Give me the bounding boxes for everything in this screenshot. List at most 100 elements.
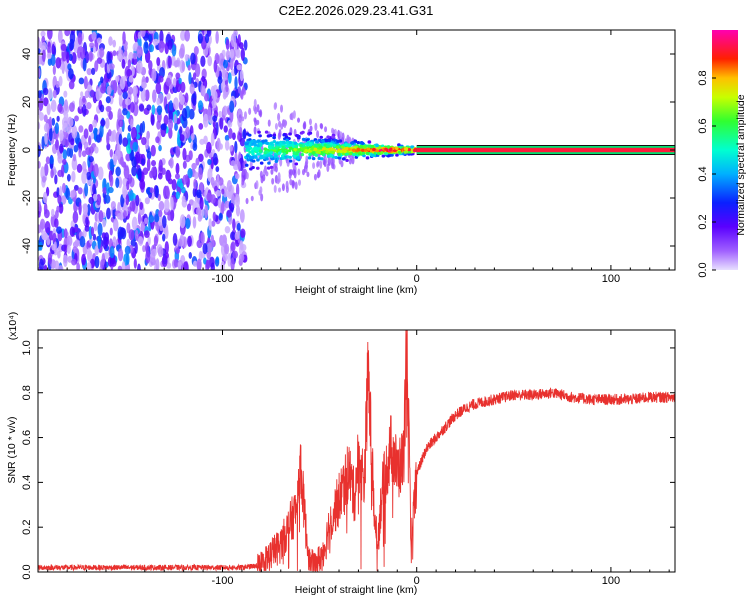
spectrogram-cell — [96, 57, 103, 64]
snr-ytick-label: 0.6 — [21, 430, 33, 445]
colorbar-axes: 0.0 0.2 0.4 0.6 0.8 — [697, 70, 716, 278]
spectrogram-cell — [84, 183, 89, 197]
spectrogram-cell — [159, 224, 164, 232]
spectrogram-cell — [81, 150, 87, 157]
spectrogram-cell — [240, 47, 245, 61]
spectrogram-cell — [210, 262, 215, 270]
spectrogram-cell — [265, 141, 269, 145]
spectrogram-cell — [253, 98, 257, 108]
spectrogram-cell — [90, 226, 95, 237]
spectrogram-cell — [38, 258, 44, 270]
spectrogram-cell — [146, 104, 152, 111]
spectrogram-cell — [127, 59, 132, 68]
spectrogram-cell — [87, 247, 92, 260]
spectrogram-cell — [330, 147, 335, 151]
spectrogram-cell — [293, 141, 298, 145]
spectrogram-cell — [177, 260, 182, 270]
spectrogram-cell — [167, 178, 173, 185]
spectrogram-cell — [110, 80, 116, 91]
spectrogram-cell — [351, 148, 356, 152]
spectrogram-cell — [118, 133, 123, 145]
spectrogram-cell — [147, 34, 153, 42]
spectrogram-cell — [265, 157, 269, 161]
spectrogram-cell — [112, 39, 117, 48]
spectrogram-cell — [52, 64, 56, 76]
spectrogram-cell — [117, 108, 122, 122]
spectrogram-cell — [297, 136, 301, 140]
spectrogram-cell — [219, 117, 224, 130]
spectrogram-cell — [244, 163, 249, 167]
spectrogram-cell — [72, 211, 79, 224]
spectrogram-cell — [301, 169, 305, 176]
spectrogram-cell — [306, 171, 310, 178]
spectrogram-cell — [68, 68, 74, 80]
spectrogram-cell — [94, 245, 100, 256]
spectrogram-cell — [322, 158, 326, 166]
spectrogram-cell — [281, 149, 286, 153]
spectrogram-cell — [118, 94, 123, 104]
spectrogram-cell — [92, 193, 98, 202]
spectrogram-cell — [74, 115, 79, 122]
spectrogram-cell — [104, 194, 111, 204]
spectrogram-cell — [308, 131, 313, 135]
spectrogram-cell — [344, 143, 349, 147]
spectrogram-cell — [157, 172, 163, 180]
spectrogram-cell — [85, 147, 92, 156]
spectrogram-cell — [288, 171, 292, 180]
spectrogram-cell — [291, 180, 295, 189]
spectrogram-cell — [250, 139, 254, 144]
spectrogram-cell — [83, 75, 88, 90]
spectrogram-cell — [250, 155, 255, 160]
spectrogram-cell — [44, 220, 51, 234]
spectrogram-cell — [292, 110, 296, 119]
spectrogram-cell — [78, 96, 83, 110]
spectrogram-cell — [122, 137, 128, 147]
spectrogram-cell — [151, 68, 157, 82]
spectrogram-cell — [301, 130, 305, 134]
spectrogram-cell — [101, 253, 106, 266]
spectrogram-cell — [194, 63, 201, 78]
spectrogram-cell — [55, 209, 59, 219]
spectrogram-cell — [66, 235, 73, 247]
spectrogram-cell — [141, 158, 146, 166]
spectrogram-cell — [88, 196, 94, 205]
spectrogram-cell — [330, 150, 334, 154]
spectrogram-cell — [300, 153, 305, 157]
spectrogram-cell — [344, 146, 349, 151]
spectrogram-cell — [124, 245, 131, 255]
snr-scale-label: (x10⁴) — [7, 312, 19, 340]
spectrogram-cell — [122, 210, 127, 219]
spectrogram-cell — [234, 173, 240, 180]
spectrogram-cell — [388, 147, 393, 151]
spectrogram-cell — [384, 147, 388, 151]
spectrogram-cell — [230, 33, 237, 48]
spectrogram-cell — [175, 72, 181, 80]
spectrogram-cell — [212, 211, 217, 222]
spectrogram-cell — [164, 198, 170, 213]
spectrogram-cell — [71, 258, 77, 266]
spectrogram-cell — [285, 180, 289, 190]
spectrogram-cell — [74, 239, 80, 247]
spectrogram-cell — [210, 176, 215, 186]
spectrogram-cell — [54, 218, 59, 228]
spectrogram-cell — [184, 30, 191, 42]
spectrogram-cell — [215, 30, 219, 44]
spectrogram-cell — [182, 160, 187, 169]
spectrogram-cell — [239, 137, 246, 147]
spectrogram-cell — [155, 136, 160, 144]
spectrogram-cell — [312, 162, 316, 170]
spectrogram-cell — [297, 168, 301, 176]
spectrogram-cell — [272, 133, 277, 137]
spectrogram-cell — [88, 50, 93, 62]
spectrogram-cell — [146, 150, 152, 160]
spectrogram-cell — [280, 123, 284, 130]
spectrogram-cell — [200, 231, 205, 245]
spectrogram-cell — [257, 130, 261, 134]
spectrogram-cell — [163, 114, 169, 126]
spectrogram-cell — [72, 246, 78, 253]
spectrogram-cell — [198, 123, 204, 130]
spectrogram-cell — [356, 147, 361, 151]
spectrogram-cell — [194, 171, 199, 180]
spectrogram-cell — [64, 139, 69, 148]
spectrogram-cell — [346, 137, 350, 143]
